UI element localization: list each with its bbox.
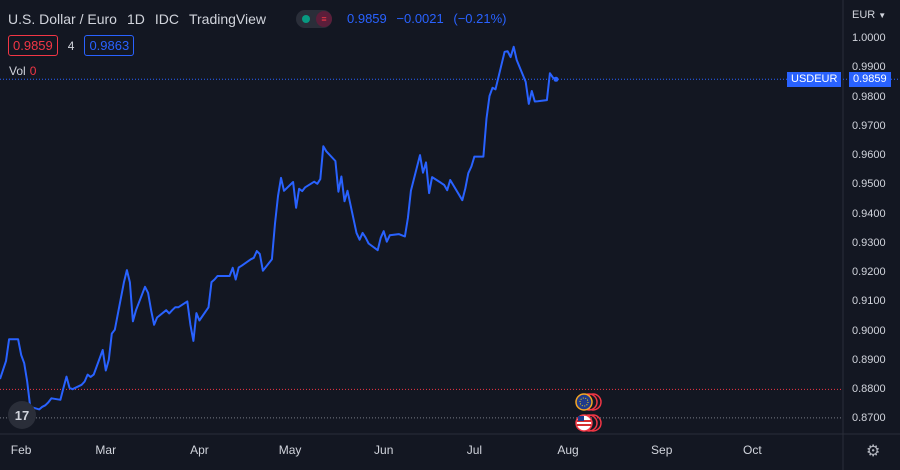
volume-label: Vol [9,64,26,78]
bid-ask-panel: 0.9859 4 0.9863 [8,35,135,56]
time-tick-label: Mar [95,443,117,457]
reference-lines [0,78,900,419]
price-tick-label: 0.9100 [852,295,886,308]
time-tick-label: Aug [557,443,579,457]
price-change: −0.0021 [396,11,444,26]
currency-label: EUR [852,9,876,21]
price-tick-label: 0.8900 [852,353,886,366]
price-tick-label: 0.9700 [852,119,886,132]
ask-price[interactable]: 0.9863 [84,35,135,56]
volume-legend: Vol 0 [9,64,36,78]
event-markers[interactable] [575,393,602,432]
symbol-price-tag: USDEUR [787,72,842,87]
symbol-title[interactable]: U.S. Dollar / Euro [8,11,117,27]
price-tick-label: 0.9300 [852,236,886,249]
currency-selector[interactable]: EUR ▼ [852,9,886,21]
price-tick-label: 0.8800 [852,383,886,396]
spread-value: 4 [67,38,75,53]
eu-flag-icon[interactable] [575,393,602,411]
price-tick-label: 0.8700 [852,412,886,425]
time-tick-label: Sep [651,443,673,457]
price-tick-label: 0.9000 [852,324,886,337]
volume-value: 0 [29,64,37,78]
price-tick-label: 0.9800 [852,90,886,103]
market-open-icon [302,15,310,23]
time-tick-label: Feb [10,443,32,457]
chart-header: U.S. Dollar / Euro 1D IDC TradingView [8,9,266,29]
time-tick-label: Oct [743,443,762,457]
last-price: 0.9859 [347,11,387,26]
price-tick-label: 0.9400 [852,207,886,220]
us-flag-icon[interactable] [575,414,602,432]
time-tick-label: Apr [190,443,209,457]
price-tick-label: 1.0000 [852,32,886,45]
price-tick-label: 0.9900 [852,61,886,74]
chevron-down-icon: ▼ [878,10,887,20]
last-price-point [553,76,559,82]
exchange-label: IDC [154,11,179,27]
provider-label: TradingView [188,11,267,27]
price-tick-label: 0.9200 [852,266,886,279]
interval-label[interactable]: 1D [126,11,145,27]
time-tick-label: May [278,443,302,457]
price-tick-label: 0.9500 [852,178,886,191]
session-icon: ≡ [316,11,332,27]
time-tick-label: Jul [466,443,483,457]
quote-line: 0.9859 −0.0021 (−0.21%) [347,11,513,26]
market-status-badge[interactable]: ≡ [296,10,332,28]
price-change-percent: (−0.21%) [453,11,507,26]
tradingview-logo[interactable]: 17 [8,401,36,429]
price-tick-label: 0.9600 [852,149,886,162]
last-price-tag: 0.9859 [848,72,891,87]
gear-icon[interactable]: ⚙ [866,443,881,460]
time-tick-label: Jun [374,443,394,457]
bid-price[interactable]: 0.9859 [8,35,58,56]
series-line [0,45,557,411]
